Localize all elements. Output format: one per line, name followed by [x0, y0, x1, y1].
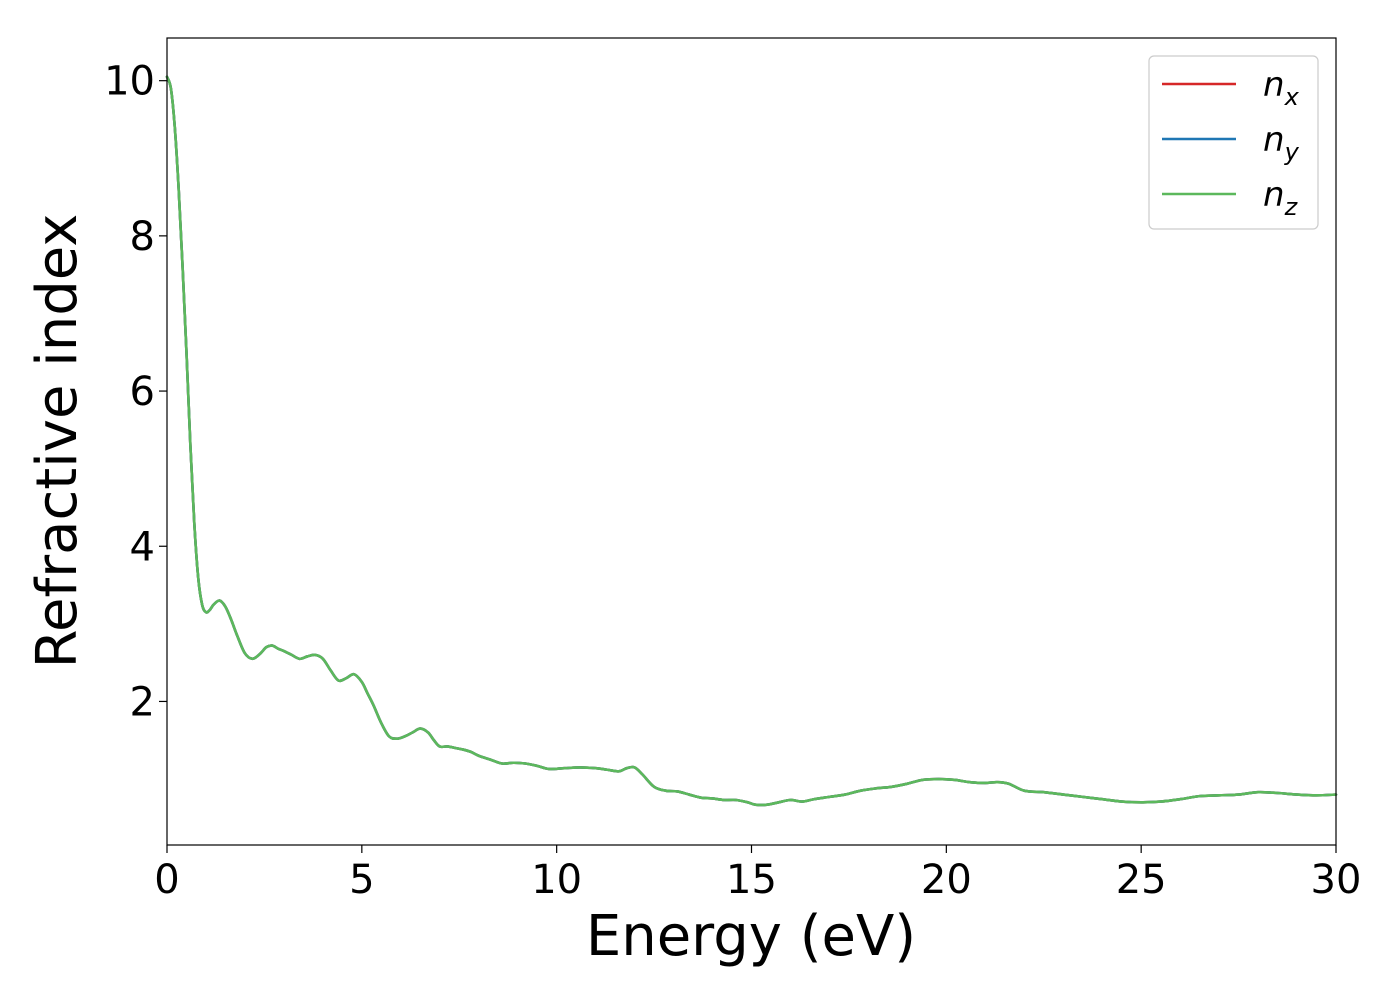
y-tick-label: 4 [130, 524, 155, 570]
x-tick-label: 25 [1116, 857, 1167, 903]
x-tick-label: 10 [531, 857, 582, 903]
x-axis-title: Energy (eV) [586, 904, 916, 969]
y-axis-title: Refractive index [25, 214, 90, 669]
y-tick-label: 10 [104, 59, 155, 105]
x-tick-label: 5 [349, 857, 374, 903]
legend: nx ny nz [1148, 55, 1319, 230]
x-tick-label: 15 [726, 857, 777, 903]
legend-label-n-x: nx [1263, 65, 1300, 111]
x-tick-label: 0 [154, 857, 179, 903]
y-tick-label: 8 [130, 214, 155, 260]
x-tick-label: 20 [921, 857, 972, 903]
x-tick-label: 30 [1311, 857, 1362, 903]
legend-box [1148, 55, 1319, 230]
legend-label-n-y: ny [1263, 120, 1300, 166]
y-tick-label: 6 [130, 369, 155, 415]
y-axis-ticks: 2 4 6 8 10 [104, 59, 167, 725]
y-tick-label: 2 [130, 679, 155, 725]
series-line-n-z [165, 75, 1338, 807]
x-axis-ticks: 0 5 10 15 20 25 30 [154, 845, 1361, 903]
series-layer [165, 75, 1338, 807]
legend-label-n-z: nz [1263, 175, 1299, 221]
